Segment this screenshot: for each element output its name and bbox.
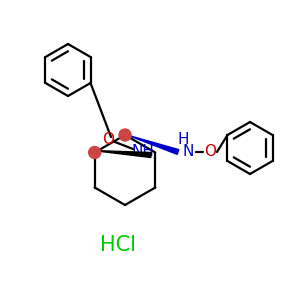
Text: N: N [182,145,194,160]
Circle shape [119,129,131,141]
Text: H: H [177,133,189,148]
Text: O: O [204,145,216,160]
Polygon shape [127,135,179,154]
Text: O: O [102,133,114,148]
Polygon shape [93,151,151,158]
Text: NH: NH [132,145,154,160]
Text: HCl: HCl [100,235,136,255]
Circle shape [89,146,101,158]
